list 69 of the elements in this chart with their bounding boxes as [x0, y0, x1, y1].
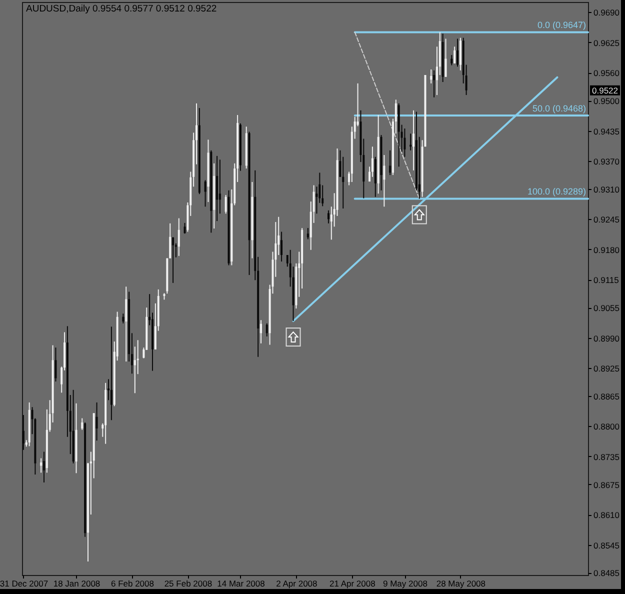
y-tick-label: 0.8610 [594, 510, 620, 520]
y-tick-label: 0.9115 [594, 275, 620, 286]
x-tick-label: 9 May 2008 [383, 578, 428, 588]
candlestick [122, 313, 124, 324]
candlestick [169, 222, 172, 259]
candlestick [450, 54, 453, 66]
candlestick [260, 320, 262, 344]
y-tick-label: 0.9625 [594, 38, 620, 48]
candlestick [316, 186, 318, 214]
x-tick-label: 25 Feb 2008 [164, 578, 212, 588]
candlestick [306, 228, 309, 240]
series-label: 50.0 (0.9468) [532, 103, 586, 114]
series-label: 0.0 (0.9647) [537, 20, 586, 30]
y-tick-label: 0.9245 [594, 214, 620, 225]
y-tick-label: 0.8545 [594, 540, 620, 550]
y-tick-label: 0.8485 [594, 568, 620, 578]
candlestick [204, 180, 206, 208]
candlestick [404, 128, 406, 158]
candlestick [371, 146, 374, 178]
candlestick [280, 231, 283, 262]
y-tick-label: 0.8925 [594, 364, 620, 374]
candlestick [327, 210, 330, 224]
y-tick-label: 0.9055 [594, 303, 620, 314]
candlestick [224, 194, 227, 214]
candlestick [433, 70, 436, 98]
y-tick-label: 0.8735 [594, 452, 620, 462]
candlestick [81, 418, 84, 430]
y-tick-label: 0.9310 [594, 184, 620, 194]
y-tick-label: 0.9500 [594, 96, 620, 106]
candlestick [430, 68, 432, 84]
candlestick [125, 286, 128, 362]
candlestick [178, 218, 180, 256]
y-tick-label: 0.9560 [594, 68, 620, 78]
x-tick-label: 18 Jan 2008 [53, 578, 100, 588]
chart-title: AUDUSD,Daily 0.9554 0.9577 0.9512 0.9522 [26, 4, 217, 14]
x-tick-label: 21 Apr 2008 [329, 578, 376, 588]
x-tick-label: 2 Apr 2008 [276, 578, 318, 588]
candlestick [110, 326, 112, 421]
candlestick [412, 110, 415, 171]
candlestick [383, 154, 386, 208]
x-tick-label: 14 Mar 2008 [217, 578, 266, 588]
candlestick [342, 156, 344, 210]
y-tick-label: 0.8990 [594, 333, 620, 344]
series-label: 100.0 (0.9289) [527, 186, 586, 197]
y-tick-label: 0.9690 [594, 8, 620, 18]
x-tick-label: 28 May 2008 [436, 578, 486, 588]
x-tick-label: 6 Feb 2008 [110, 578, 154, 588]
candlestick [54, 347, 57, 382]
candlestick [42, 451, 45, 483]
y-tick-label: 0.9180 [594, 244, 620, 255]
candlestick [456, 38, 458, 68]
candlestick [444, 38, 447, 78]
candlestick [96, 402, 98, 442]
candlestick [218, 159, 221, 214]
y-tick-label: 0.9435 [594, 126, 620, 136]
annotation: 0.9522 [592, 85, 618, 96]
y-tick-label: 0.8865 [594, 391, 620, 402]
candlestick [266, 322, 268, 337]
candlestick [454, 46, 456, 64]
candlestick [389, 150, 392, 176]
y-tick-label: 0.9370 [594, 156, 620, 167]
candlestick [184, 222, 186, 234]
candlestick [40, 458, 42, 474]
candlestick [22, 414, 24, 450]
candlestick [216, 155, 218, 222]
x-tick-label: 31 Dec 2007 [0, 578, 48, 588]
candlestick [172, 236, 174, 284]
y-tick-label: 0.8800 [594, 422, 620, 432]
y-tick-label: 0.8675 [594, 480, 620, 490]
